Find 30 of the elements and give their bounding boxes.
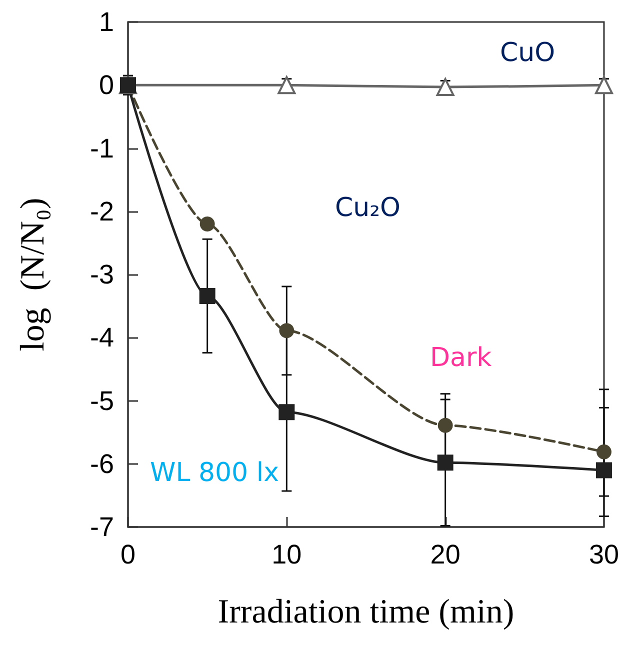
point	[279, 323, 294, 338]
x-tick-label: 20	[430, 540, 460, 570]
y-tick-label: -7	[90, 512, 114, 542]
series-label: WL 800 lx	[150, 458, 279, 488]
y-tick-label: -4	[90, 322, 114, 353]
point	[199, 288, 216, 304]
annotation: Cu₂O	[335, 193, 401, 223]
y-axis-title: log (N/N₀)	[14, 198, 52, 352]
point	[278, 404, 295, 420]
y-tick-label: -1	[90, 133, 114, 164]
point	[437, 454, 454, 471]
point	[278, 76, 296, 94]
y-tick-label: -3	[90, 260, 114, 290]
y-tick-label: 0	[98, 70, 114, 100]
point	[436, 78, 454, 96]
y-tick-label: -6	[90, 448, 114, 479]
point	[200, 216, 215, 232]
y-tick-label: -5	[90, 386, 114, 416]
point	[438, 418, 453, 433]
x-tick-label: 0	[120, 540, 136, 570]
y-tick-label: 1	[98, 7, 114, 37]
point	[596, 462, 612, 478]
point	[596, 444, 612, 460]
x-tick-label: 30	[588, 540, 620, 570]
x-axis-title: Irradiation time (min)	[218, 594, 514, 630]
series-label: CuO	[500, 38, 556, 68]
point	[594, 76, 613, 94]
x-tick-label: 10	[272, 540, 302, 570]
series-label: Dark	[430, 343, 492, 373]
y-tick-label: -2	[90, 196, 114, 226]
